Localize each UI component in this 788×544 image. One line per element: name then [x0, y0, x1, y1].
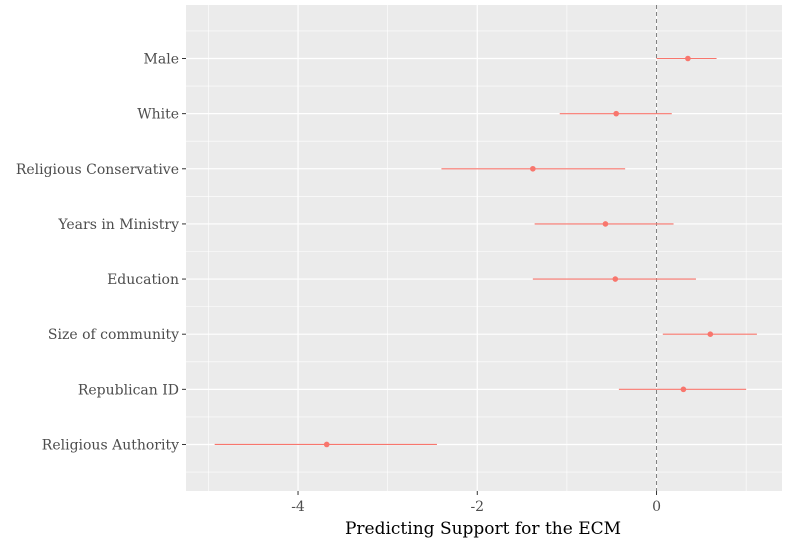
y-axis-ticks [182, 58, 186, 445]
x-axis-title: Predicting Support for the ECM [345, 519, 621, 539]
x-axis-ticks [297, 491, 658, 495]
x-axis-labels: -4 -2 0 [291, 499, 661, 515]
x-tick-label: -2 [470, 499, 484, 515]
estimate-point [613, 110, 619, 117]
y-tick-label: White [137, 107, 179, 123]
estimate-point [612, 276, 619, 282]
y-tick-label: Religious Authority [42, 437, 179, 453]
estimate-point [707, 331, 714, 338]
y-tick-label: Male [144, 52, 179, 68]
plot-panel [186, 5, 782, 491]
y-tick-label: Religious Conservative [16, 162, 179, 178]
estimate-point [680, 386, 687, 393]
y-tick-label: Size of community [48, 327, 179, 343]
y-tick-label: Republican ID [78, 382, 179, 398]
x-tick-label: 0 [652, 499, 661, 515]
y-tick-label: Years in Ministry [57, 217, 179, 233]
estimate-point [602, 221, 609, 227]
x-tick-label: -4 [291, 499, 305, 515]
y-axis-labels: Male White Religious Conservative Years in … [16, 52, 179, 454]
estimate-point [323, 441, 330, 448]
minor-gridlines [186, 5, 782, 491]
estimate-point [685, 55, 691, 62]
estimate-point [530, 165, 536, 172]
y-tick-label: Education [107, 272, 179, 288]
estimate-points [323, 55, 714, 448]
